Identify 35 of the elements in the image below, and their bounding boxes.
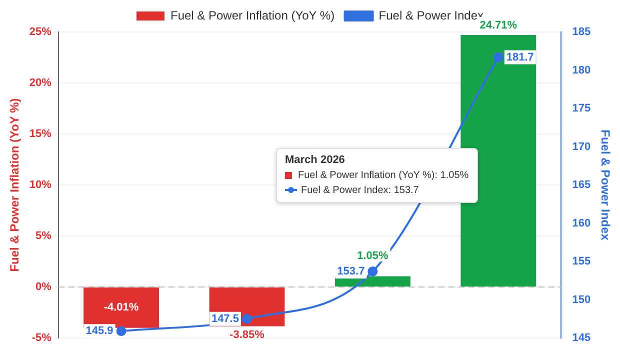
legend-label: Fuel & Power Inflation (YoY %) [170,8,335,22]
y2-tick-label: 170 [572,140,591,153]
data-label: -4.01% [104,302,139,314]
annotation: March 2026 [285,153,346,168]
data-label: 181.7 [506,51,534,64]
annotation: Fuel & Power Index: 153.7 [300,184,420,198]
annotation: Fuel & Power Inflation (YoY %): 1.05% [297,169,469,183]
y2-tick-label: 165 [572,179,591,192]
y2-tick-label: 145 [572,332,591,344]
y2-tick-label: 160 [572,217,591,230]
y-tick-label: -5% [32,332,52,344]
point [493,52,504,62]
y2-tick-label: 150 [572,294,591,306]
data-label: 145.9 [86,325,114,338]
y-tick-label: 25% [29,26,52,38]
y2-tick-label: 180 [572,64,591,76]
y-tick-label: 15% [29,128,52,140]
y2-tick-label: 175 [572,102,591,115]
y-tick-label: 10% [29,179,52,192]
y-tick-label: 0% [36,281,52,294]
data-label: 147.5 [211,312,239,325]
data-label: 1.05% [357,250,388,262]
point [242,314,252,324]
data-label: -3.85% [230,328,265,341]
y2-axis-title: Fuel & Power Index [598,130,612,241]
y-axis-title: Fuel & Power Inflation (YoY %) [8,98,22,272]
y2-tick-label: 155 [572,256,591,268]
bar [84,288,159,328]
y-tick-label: 20% [29,77,52,90]
data-label: 24.71% [480,19,518,32]
data-label: 153.7 [337,265,365,278]
point [116,326,126,336]
point [368,266,378,276]
y-tick-label: 5% [36,230,52,242]
y2-tick-label: 185 [572,26,591,38]
